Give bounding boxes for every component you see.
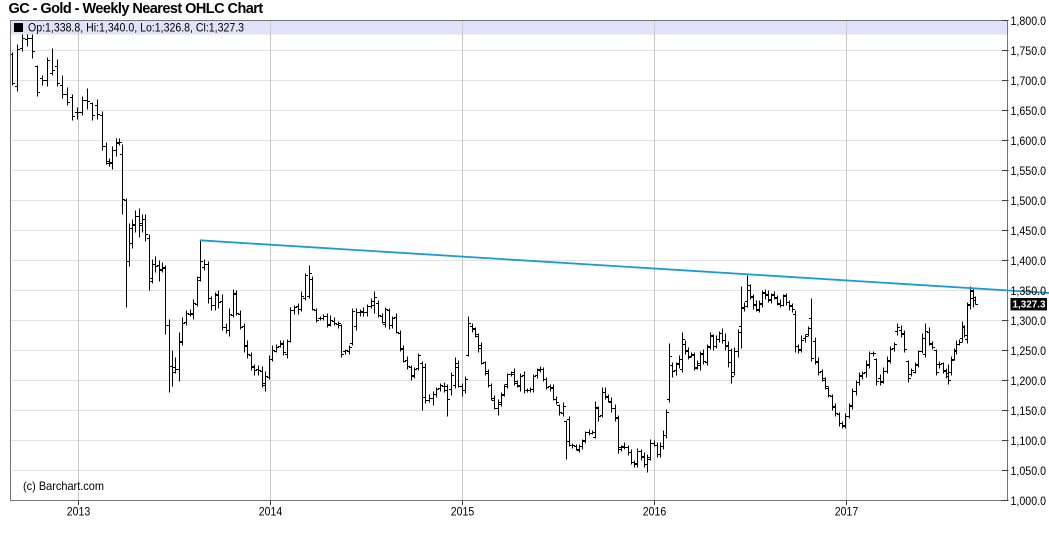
- svg-text:1,200.0: 1,200.0: [1011, 374, 1047, 388]
- svg-text:1,300.0: 1,300.0: [1011, 314, 1047, 328]
- svg-text:1,750.0: 1,750.0: [1011, 44, 1047, 58]
- svg-text:1,500.0: 1,500.0: [1011, 194, 1047, 208]
- svg-text:2014: 2014: [259, 505, 283, 519]
- svg-text:1,550.0: 1,550.0: [1011, 164, 1047, 178]
- svg-text:1,150.0: 1,150.0: [1011, 404, 1047, 418]
- svg-text:1,250.0: 1,250.0: [1011, 344, 1047, 358]
- svg-text:1,000.0: 1,000.0: [1011, 494, 1047, 508]
- svg-text:1,327.3: 1,327.3: [1013, 299, 1046, 311]
- svg-text:1,450.0: 1,450.0: [1011, 224, 1047, 238]
- svg-text:1,700.0: 1,700.0: [1011, 74, 1047, 88]
- svg-text:(c) Barchart.com: (c) Barchart.com: [23, 479, 104, 493]
- svg-text:Op:1,338.8, Hi:1,340.0, Lo:1,3: Op:1,338.8, Hi:1,340.0, Lo:1,326.8, Cl:1…: [28, 21, 244, 35]
- svg-text:1,350.0: 1,350.0: [1011, 284, 1047, 298]
- svg-text:1,650.0: 1,650.0: [1011, 104, 1047, 118]
- svg-text:1,600.0: 1,600.0: [1011, 134, 1047, 148]
- svg-text:2015: 2015: [451, 505, 475, 519]
- svg-text:1,050.0: 1,050.0: [1011, 464, 1047, 478]
- svg-text:2013: 2013: [67, 505, 91, 519]
- svg-text:1,400.0: 1,400.0: [1011, 254, 1047, 268]
- svg-text:1,100.0: 1,100.0: [1011, 434, 1047, 448]
- svg-text:2016: 2016: [643, 505, 667, 519]
- svg-text:2017: 2017: [835, 505, 859, 519]
- svg-text:1,800.0: 1,800.0: [1011, 14, 1047, 28]
